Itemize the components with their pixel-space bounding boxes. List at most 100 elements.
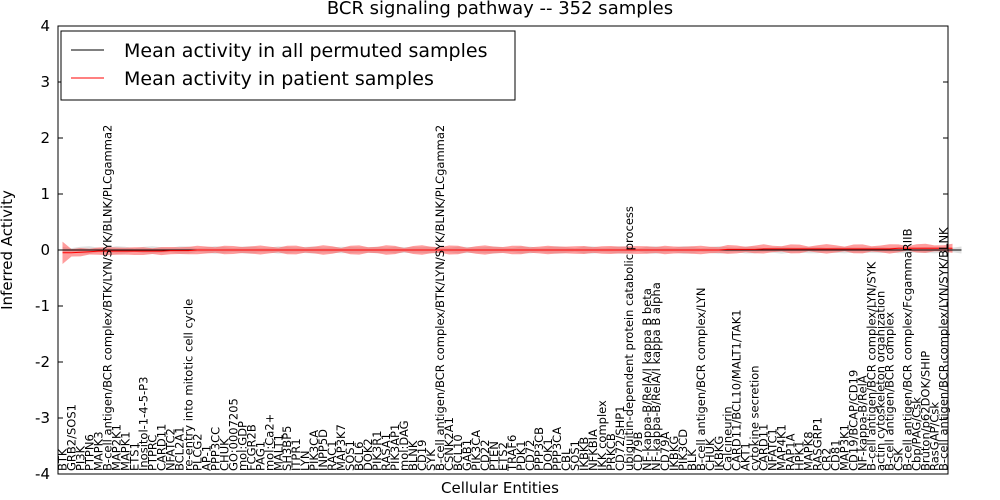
x-category-label: CD19 — [415, 439, 429, 471]
x-category-label: FCGR2B — [244, 424, 258, 471]
x-category-label: NF-kappa-B/RelA/I kappa B beta — [640, 288, 654, 471]
x-category-label: CARD11 — [154, 424, 168, 471]
y-tick-label: 1 — [40, 185, 50, 203]
bands — [62, 241, 962, 264]
x-category-label: MAP2K1 — [109, 424, 123, 471]
x-category-label: NFATC1 — [766, 428, 780, 471]
x-category-label: NFKBIA — [586, 429, 600, 471]
x-category-label: CR2 — [820, 448, 834, 471]
x-category-label: MALT1 — [271, 434, 285, 471]
x-category-label: CD79B — [631, 431, 645, 471]
x-category-label: DOK1 — [541, 438, 555, 471]
x-category-label: PPP3CA — [550, 427, 564, 471]
x-category-label: ETS2 — [496, 442, 510, 471]
x-category-label: B-cell antigen/BCR complex/LYN — [694, 287, 708, 471]
x-category-label: CBL — [559, 448, 573, 471]
x-category-label: SH3BP5 — [280, 426, 294, 471]
x-category-label: CSNK2A1 — [442, 417, 456, 471]
x-category-label: NFATC2 — [163, 428, 177, 471]
x-category-label: CARD11 — [757, 424, 771, 471]
x-category-label: PTPRC — [145, 435, 159, 471]
x-category-label: CD72 — [523, 439, 537, 471]
x-category-label: RASA1 — [379, 433, 393, 471]
x-category-label: CHUK — [703, 438, 717, 471]
x-category-label: mol:DAG — [397, 420, 411, 471]
x-category-label: B-cell antigen/BCR complex/LYN/SYK/BLNK — [937, 227, 951, 471]
x-category-label: CARD11/BCL10/MALT1/TAK1 — [730, 309, 744, 471]
x-category-label: AP-1 — [199, 445, 213, 471]
x-category-label: CD22 — [478, 439, 492, 471]
x-category-label: MAPK1 — [118, 431, 132, 471]
chart-title: BCR signaling pathway -- 352 samples — [327, 0, 673, 19]
x-category-label: CD79A — [658, 431, 672, 471]
x-category-label: actin cytoskeleton organization — [874, 291, 888, 471]
y-tick-label: -1 — [35, 297, 50, 315]
x-category-label: IKBKG — [712, 436, 726, 471]
x-category-label: PPP3CC — [208, 427, 222, 471]
x-category-label: GAB1 — [460, 439, 474, 471]
x-category-label: IKK complex — [595, 400, 609, 471]
x-category-label: TRAF6 — [505, 435, 519, 472]
x-category-label: RAC1 — [325, 440, 339, 471]
x-category-label: BLK — [685, 449, 699, 471]
x-category-label: B-cell antigen/BCR complex/FcgammaRIIB — [901, 228, 915, 471]
x-category-label: Bruton/p62DOK/SHIP — [919, 351, 933, 471]
x-category-label: PIK3CA — [469, 430, 483, 471]
legend-box — [60, 30, 516, 101]
y-tick-label: 2 — [40, 129, 50, 147]
x-category-label: PIK3AP1 — [388, 424, 402, 471]
x-category-label: RASGRP1 — [811, 417, 825, 471]
x-category-label: SOS1 — [568, 440, 582, 471]
x-category-label: CHUK — [217, 438, 231, 471]
x-category-label: ITPR1 — [289, 438, 303, 471]
y-axis-label: Inferred Activity — [0, 190, 16, 310]
y-tick-label: -2 — [35, 353, 50, 371]
legend-label-patient: Mean activity in patient samples — [124, 68, 434, 90]
x-category-label: BTK — [56, 448, 70, 471]
x-category-label: LYN — [298, 450, 312, 471]
y-axis: -4 -3 -2 -1 0 1 2 3 4 — [35, 17, 948, 483]
series-lines — [62, 247, 962, 254]
x-category-label: BCL6 — [352, 442, 366, 471]
x-axis-label: Cellular Entities — [441, 479, 559, 497]
x-category-label: INPP5D — [316, 429, 330, 471]
x-category-label: ETS1 — [127, 442, 141, 471]
x-category-label: SYK — [424, 449, 438, 471]
x-category-label: GO:0007205 — [226, 398, 240, 471]
x-category-label: mol:GDP — [235, 421, 249, 471]
x-category-label: IKBKG — [667, 436, 681, 471]
x-category-label: Cbp/PAG/Csk — [910, 397, 924, 471]
x-category-label: PTPN6 — [83, 434, 97, 471]
x-category-label: PI3K — [74, 445, 88, 471]
x-category-label: ubiquitin-dependent protein catabolic pr… — [622, 206, 636, 471]
x-category-label: BLNK — [406, 440, 420, 471]
x-category-label: DOK2 — [361, 438, 375, 471]
x-category-label: PRKCB — [604, 433, 618, 471]
x-category-label: PTEN — [487, 441, 501, 471]
x-category-label: PLCG2 — [190, 433, 204, 471]
x-category-label: re-entry into mitotic cell cycle — [181, 299, 195, 471]
y-tick-label: -3 — [35, 409, 50, 427]
x-category-label: CD81 — [829, 439, 843, 471]
x-category-label: IKBKB — [577, 437, 591, 471]
x-category-label: RAP1A — [784, 433, 798, 471]
x-category-label: PIK3CA — [307, 430, 321, 471]
series-line-patient — [62, 247, 953, 254]
x-category-label: NF-kappa-B/RelA/I kappa B alpha — [649, 282, 663, 471]
x-category-label: CD72/SHP1 — [613, 405, 627, 471]
x-category-label: RasGAP/Csk — [928, 402, 942, 471]
x-category-label: PIK3CD — [676, 429, 690, 471]
patient-variability-band — [62, 241, 953, 264]
legend-label-permuted: Mean activity in all permuted samples — [124, 40, 487, 62]
x-category-label: MAP3K7 — [334, 424, 348, 471]
x-category-label: mol:Ca2+ — [262, 414, 276, 471]
x-category-label: MAPK8 — [802, 431, 816, 471]
x-category-label: Calcineurin — [721, 406, 735, 471]
y-tick-label: 4 — [40, 17, 50, 35]
x-category-label: PDK1 — [514, 440, 528, 471]
x-category-label: B-cell antigen/BCR complex/BTK/LYN/SYK/B… — [433, 125, 447, 471]
y-tick-label: 0 — [40, 241, 50, 259]
x-category-label: SOS1 — [343, 440, 357, 471]
